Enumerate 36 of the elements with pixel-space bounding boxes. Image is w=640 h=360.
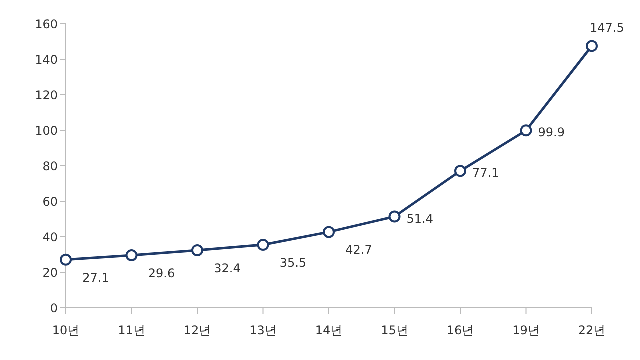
data-label: 51.4 (406, 212, 434, 226)
x-tick-label: 16년 (446, 324, 474, 338)
point (586, 40, 598, 52)
x-tick-label: 22년 (578, 324, 606, 338)
point (454, 165, 466, 178)
y-tick-label: 120 (35, 88, 58, 102)
data-label: 27.1 (82, 270, 110, 285)
data-label: 42.7 (346, 243, 372, 258)
x-tick-label: 12년 (184, 324, 212, 338)
y-tick-label: 20 (42, 266, 58, 280)
data-label: 32.4 (214, 261, 241, 276)
y-tick-label: 60 (42, 194, 58, 209)
x-tick-label: 19년 (512, 324, 540, 338)
y-tick-label: 0 (50, 301, 58, 316)
y-tick-label: 40 (42, 230, 58, 244)
data-label: 35.5 (280, 256, 307, 270)
point (192, 244, 204, 256)
x-tick-label: 13년 (250, 324, 277, 338)
data-label: 99.9 (538, 126, 565, 140)
point (257, 238, 270, 251)
y-tick-label: 140 (35, 52, 58, 67)
y-tick-label: 100 (35, 124, 58, 138)
x-tick-label: 15년 (381, 324, 408, 338)
point (126, 249, 138, 262)
y-tick-label: 80 (42, 159, 58, 174)
point (60, 254, 72, 266)
data-label: 29.6 (148, 266, 176, 280)
x-tick-label: 14년 (315, 324, 343, 338)
y-tick-label: 160 (35, 17, 58, 32)
data-label: 77.1 (472, 166, 500, 180)
point (388, 210, 401, 223)
x-tick-label: 11년 (118, 324, 146, 338)
point (323, 226, 335, 238)
x-tick-label: 10년 (52, 324, 80, 338)
data-label: 147.5 (590, 21, 624, 36)
point (520, 124, 532, 137)
